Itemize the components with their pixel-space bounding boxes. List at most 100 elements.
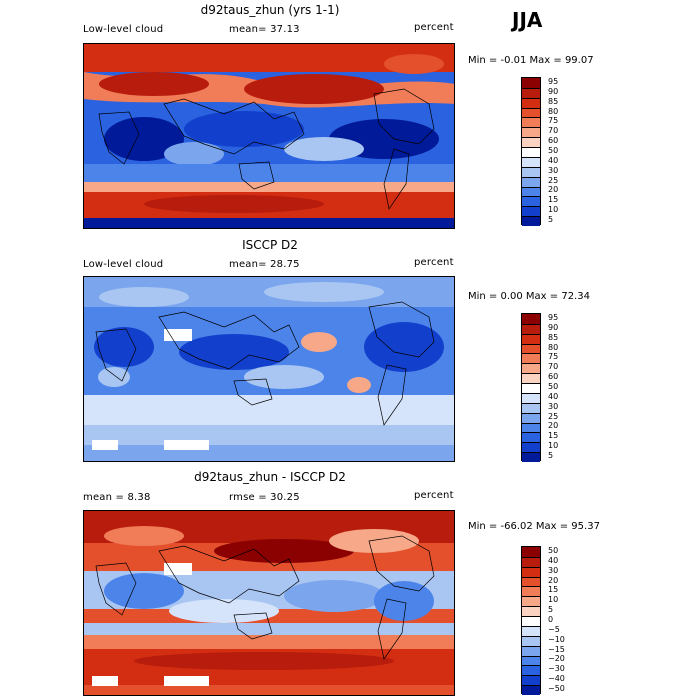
colorbar-tick-label: 15 xyxy=(548,195,559,205)
colorbar-swatch xyxy=(522,566,540,577)
panel2-minmax: Min = 0.00 Max = 72.34 xyxy=(468,291,590,302)
colorbar-swatch xyxy=(522,422,540,433)
colorbar-tick-label: 15 xyxy=(548,431,559,441)
colorbar-tick-label: 0 xyxy=(548,615,554,624)
panel3-colorbar xyxy=(521,546,541,695)
panel2-units-label: percent xyxy=(414,257,454,268)
colorbar-tick-label: 40 xyxy=(548,391,559,401)
colorbar-swatch xyxy=(522,665,540,676)
colorbar-swatch xyxy=(522,314,540,324)
colorbar-swatch xyxy=(522,343,540,354)
colorbar-swatch xyxy=(522,166,540,177)
colorbar-swatch xyxy=(522,606,540,617)
colorbar-swatch xyxy=(522,363,540,374)
colorbar-tick-label: 20 xyxy=(548,185,559,195)
colorbar-tick-label: −20 xyxy=(548,654,565,664)
colorbar-tick-label: 50 xyxy=(548,146,559,155)
colorbar-swatch xyxy=(522,442,540,453)
colorbar-swatch xyxy=(522,383,540,393)
panel3-minmax: Min = -66.02 Max = 95.37 xyxy=(468,521,600,532)
colorbar-swatch xyxy=(522,117,540,128)
panel2-colorbar xyxy=(521,313,541,462)
panel1-map xyxy=(83,43,455,229)
colorbar-swatch xyxy=(522,412,540,423)
panel3-mean-label: mean = 8.38 xyxy=(83,492,151,503)
colorbar-swatch xyxy=(522,547,540,557)
panel2-mean-label: mean= 28.75 xyxy=(229,259,300,270)
colorbar-tick-label: 15 xyxy=(548,585,559,595)
colorbar-swatch xyxy=(522,206,540,217)
colorbar-swatch xyxy=(522,616,540,626)
colorbar-tick-label: 20 xyxy=(548,575,559,585)
colorbar-swatch xyxy=(522,675,540,686)
panel1-title: d92taus_zhun (yrs 1-1) xyxy=(200,3,340,17)
colorbar-swatch xyxy=(522,107,540,118)
colorbar-swatch xyxy=(522,353,540,364)
colorbar-swatch xyxy=(522,586,540,597)
colorbar-swatch xyxy=(522,635,540,646)
colorbar-tick-label: 75 xyxy=(548,116,559,126)
panel3-map xyxy=(83,510,455,696)
colorbar-tick-label: 25 xyxy=(548,411,559,421)
colorbar-tick-label: 40 xyxy=(548,555,559,565)
colorbar-swatch xyxy=(522,176,540,187)
colorbar-swatch xyxy=(522,97,540,108)
colorbar-tick-label: −5 xyxy=(548,624,560,634)
colorbar-swatch xyxy=(522,147,540,157)
colorbar-swatch xyxy=(522,87,540,98)
colorbar-swatch xyxy=(522,625,540,636)
colorbar-swatch xyxy=(522,392,540,403)
colorbar-swatch xyxy=(522,596,540,607)
colorbar-swatch xyxy=(522,452,540,462)
colorbar-tick-label: −30 xyxy=(548,664,565,674)
colorbar-tick-label: 70 xyxy=(548,126,559,136)
colorbar-tick-label: 90 xyxy=(548,86,559,96)
colorbar-tick-label: 60 xyxy=(548,372,559,382)
colorbar-tick-label: 95 xyxy=(548,76,559,86)
colorbar-tick-label: 30 xyxy=(548,165,559,175)
colorbar-tick-label: 30 xyxy=(548,565,559,575)
panel3-title: d92taus_zhun - ISCCP D2 xyxy=(194,470,346,484)
colorbar-swatch xyxy=(522,645,540,656)
colorbar-tick-label: 25 xyxy=(548,175,559,185)
colorbar-tick-label: 5 xyxy=(548,215,554,225)
colorbar-swatch xyxy=(522,402,540,413)
colorbar-swatch xyxy=(522,156,540,167)
colorbar-tick-label: 85 xyxy=(548,332,559,342)
colorbar-tick-label: 50 xyxy=(548,545,559,555)
colorbar-tick-label: 90 xyxy=(548,322,559,332)
colorbar-tick-label: 30 xyxy=(548,401,559,411)
colorbar-swatch xyxy=(522,685,540,695)
panel3-units-label: percent xyxy=(414,490,454,501)
colorbar-swatch xyxy=(522,127,540,138)
colorbar-tick-label: 10 xyxy=(548,595,559,605)
colorbar-tick-label: 60 xyxy=(548,136,559,146)
colorbar-tick-label: 10 xyxy=(548,441,559,451)
panel2-map xyxy=(83,276,455,462)
colorbar-swatch xyxy=(522,137,540,148)
colorbar-swatch xyxy=(522,556,540,567)
colorbar-swatch xyxy=(522,196,540,207)
panel1-mean-label: mean= 37.13 xyxy=(229,24,300,35)
colorbar-tick-label: 5 xyxy=(548,605,554,615)
panel1-units-label: percent xyxy=(414,22,454,33)
colorbar-swatch xyxy=(522,216,540,226)
season-label: JJA xyxy=(512,8,543,32)
colorbar-tick-label: 95 xyxy=(548,312,559,322)
panel1-colorbar xyxy=(521,77,541,226)
colorbar-tick-label: 50 xyxy=(548,382,559,391)
colorbar-tick-label: 85 xyxy=(548,96,559,106)
panel2-variable-label: Low-level cloud xyxy=(83,259,164,270)
colorbar-tick-label: 10 xyxy=(548,205,559,215)
colorbar-tick-label: 75 xyxy=(548,352,559,362)
colorbar-tick-label: 70 xyxy=(548,362,559,372)
colorbar-swatch xyxy=(522,373,540,384)
colorbar-tick-label: 20 xyxy=(548,421,559,431)
panel1-minmax: Min = -0.01 Max = 99.07 xyxy=(468,55,594,66)
colorbar-tick-label: −10 xyxy=(548,634,565,644)
colorbar-swatch xyxy=(522,323,540,334)
panel3-rmse-label: rmse = 30.25 xyxy=(229,492,300,503)
colorbar-tick-label: 80 xyxy=(548,106,559,116)
colorbar-swatch xyxy=(522,78,540,88)
colorbar-swatch xyxy=(522,432,540,443)
